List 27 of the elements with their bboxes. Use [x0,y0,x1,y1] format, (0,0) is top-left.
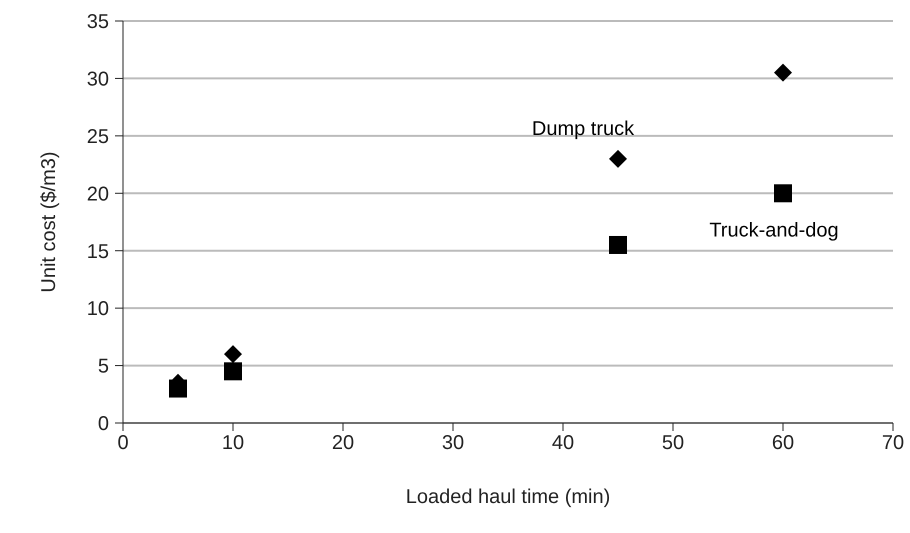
series-label: Truck-and-dog [709,220,839,242]
y-tick-label: 20 [86,183,109,206]
y-tick-label: 15 [86,240,109,263]
x-tick-label: 10 [222,432,244,454]
x-tick-label: 50 [662,432,684,454]
x-tick-label: 30 [442,432,464,454]
series-label: Dump truck [532,118,636,140]
x-tick-label: 70 [882,432,904,454]
point [774,184,792,202]
point [224,362,242,380]
y-tick-label: 10 [86,298,109,320]
x-axis-title: Loaded haul time (min) [406,486,610,508]
point [609,236,627,254]
y-tick-label: 30 [86,68,109,91]
point [224,345,242,364]
x-tick-label: 20 [332,432,354,454]
y-tick-label: 0 [98,413,109,436]
point [169,380,187,398]
point [774,64,792,82]
y-axis-title: Unit cost ($/m3) [38,151,60,293]
y-tick-label: 25 [86,126,109,148]
y-tick-label: 5 [98,356,109,378]
x-tick-label: 40 [552,432,574,454]
point [609,150,627,168]
y-tick-label: 35 [86,11,109,34]
x-tick-label: 60 [772,432,794,454]
x-tick-label: 0 [117,432,129,454]
